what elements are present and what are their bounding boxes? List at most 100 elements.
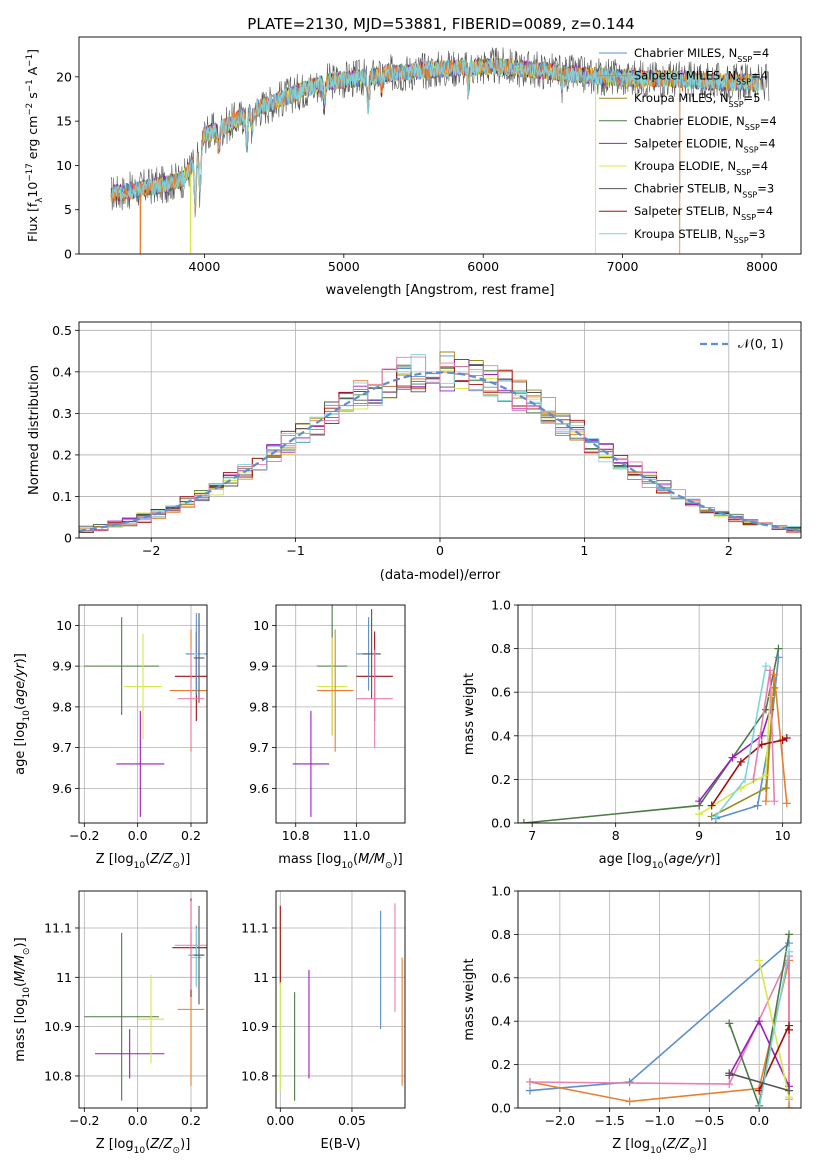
weight-marker xyxy=(757,731,766,740)
plot-area xyxy=(79,351,801,538)
weight-marker xyxy=(711,812,720,821)
weight-marker xyxy=(785,1025,794,1034)
weight-marker xyxy=(770,797,779,806)
weight-marker xyxy=(525,1077,534,1086)
x-tick-label: 0.0 xyxy=(128,1113,148,1128)
plot-area xyxy=(84,613,207,817)
weight-marker xyxy=(695,810,704,819)
plot-area xyxy=(110,47,770,254)
y-tick-label: 9.9 xyxy=(249,659,269,674)
legend-entry: Salpeter STELIB, NSSP=4 xyxy=(634,204,773,222)
axes-frame xyxy=(78,890,208,1109)
mass-weight-vs-metallicity-panel: −2.0 −1.5 −1.0 −0.5 0.0 0.0 0.2 0.4 0.6 0.8 1.0 Z [… xyxy=(462,884,802,1156)
x-tick-label: −2 xyxy=(142,543,160,558)
legend-entry: Salpeter ELODIE, NSSP=4 xyxy=(634,136,776,154)
legend-entry: Kroupa STELIB, NSSP=3 xyxy=(634,227,765,245)
legend-entry: Kroupa ELODIE, NSSP=4 xyxy=(634,159,768,177)
x-tick-label: 9 xyxy=(695,828,703,843)
plot-area xyxy=(525,930,794,1108)
x-tick-label: 8 xyxy=(612,828,620,843)
mass-weight-vs-age-panel: 7 8 9 10 0.0 0.2 0.4 0.6 0.8 1.0 age [log10(age/yr… xyxy=(462,598,802,871)
legend-entry: Chabrier MILES, NSSP=4 xyxy=(634,46,769,64)
weight-marker xyxy=(761,662,770,671)
y-axis-label: age [log10(age/yr)] xyxy=(13,653,32,775)
x-axis-label: Z [log10(Z/Z⊙)] xyxy=(612,1137,707,1156)
x-tick-label: −0.2 xyxy=(69,1113,99,1128)
y-tick-label: 0.2 xyxy=(52,447,72,462)
y-tick-label: 9.7 xyxy=(249,740,269,755)
age-vs-mass-panel: 10.8 11.0 9.6 9.7 9.8 9.9 10 mass [log10(M/M⊙)] xyxy=(249,604,406,871)
y-tick-label: 5 xyxy=(64,202,72,217)
y-tick-label: 9.8 xyxy=(52,699,72,714)
plot-area xyxy=(279,903,403,1101)
weight-marker xyxy=(755,956,764,965)
weight-marker xyxy=(519,819,528,823)
weight-marker xyxy=(725,1080,734,1089)
y-axis-label: Flux [fλ10−17 erg cm−2 s−1 A−1] xyxy=(25,49,45,242)
weight-marker xyxy=(761,771,770,780)
weight-marker xyxy=(770,670,779,679)
y-tick-label: 10 xyxy=(253,618,269,633)
weight-series-line xyxy=(698,709,771,802)
x-tick-label: 8000 xyxy=(746,259,778,274)
legend-entry: 𝒩(0, 1) xyxy=(738,336,784,351)
x-tick-label: 5000 xyxy=(328,259,360,274)
weight-marker xyxy=(785,947,794,956)
weight-marker xyxy=(770,683,779,692)
y-tick-label: 0.8 xyxy=(491,641,511,656)
y-tick-label: 10.9 xyxy=(241,1019,269,1034)
weight-marker xyxy=(525,1086,534,1095)
weight-marker xyxy=(778,736,787,745)
y-tick-label: 0.2 xyxy=(491,1057,511,1072)
weight-marker xyxy=(785,930,794,939)
weight-series-line xyxy=(729,1072,790,1092)
weight-marker xyxy=(695,797,704,806)
y-tick-label: 11 xyxy=(253,970,269,985)
x-tick-label: 0.2 xyxy=(181,1113,201,1128)
x-tick-label: 7 xyxy=(528,828,536,843)
age-vs-metallicity-panel: −0.2 0.0 0.2 9.6 9.7 9.8 9.9 10 Z [log10(Z/Z⊙)] a… xyxy=(13,604,208,871)
weight-marker xyxy=(728,753,737,762)
weight-marker xyxy=(725,1069,734,1078)
y-tick-label: 11.1 xyxy=(241,920,269,935)
axes-frame xyxy=(78,604,208,824)
weight-marker xyxy=(785,1104,794,1108)
weight-marker xyxy=(782,799,791,808)
y-tick-label: 1.0 xyxy=(491,598,511,613)
y-axis-label: mass weight xyxy=(462,673,477,755)
weight-marker xyxy=(782,733,791,742)
x-axis-label: wavelength [Angstrom, rest frame] xyxy=(326,283,555,298)
y-tick-label: 0.8 xyxy=(491,927,511,942)
axes-frame xyxy=(275,604,406,824)
y-tick-label: 1.0 xyxy=(491,884,511,899)
x-tick-label: 1 xyxy=(580,543,588,558)
x-axis-label: age [log10(age/yr)] xyxy=(599,852,721,871)
weight-marker xyxy=(707,801,716,810)
x-axis-label: mass [log10(M/M⊙)] xyxy=(278,852,402,871)
axes-frame xyxy=(275,890,406,1109)
weight-marker xyxy=(785,1086,794,1095)
weight-marker xyxy=(736,757,745,766)
mass-vs-ebv-panel: 0.00 0.05 10.8 10.9 11 11.1 E(B-V) xyxy=(241,890,406,1152)
weight-marker xyxy=(774,644,783,653)
y-tick-label: 0.0 xyxy=(491,816,511,831)
x-tick-label: 7000 xyxy=(607,259,639,274)
x-tick-label: −2.0 xyxy=(545,1113,575,1128)
x-axis-label: (data-model)/error xyxy=(380,568,501,583)
weight-marker xyxy=(774,653,783,662)
x-tick-label: 10 xyxy=(775,828,791,843)
y-tick-label: 0.6 xyxy=(491,685,511,700)
x-tick-label: −0.5 xyxy=(694,1113,724,1128)
weight-series-line xyxy=(715,665,767,817)
y-tick-label: 9.9 xyxy=(52,659,72,674)
x-axis-label: E(B-V) xyxy=(320,1137,360,1152)
y-tick-label: 11.1 xyxy=(44,920,72,935)
weight-marker xyxy=(761,797,770,806)
figure-title: PLATE=2130, MJD=53881, FIBERID=0089, z=0… xyxy=(247,15,634,33)
residual-histogram-panel: −2 −1 0 1 2 0 0.1 0.2 0.3 0.4 0.5 (data-model)/erro… xyxy=(27,321,802,583)
y-tick-label: 10 xyxy=(56,618,72,633)
x-axis-label: Z [log10(Z/Z⊙)] xyxy=(96,852,191,871)
weight-marker xyxy=(725,1019,734,1028)
y-tick-label: 10.9 xyxy=(44,1019,72,1034)
y-tick-label: 9.7 xyxy=(52,740,72,755)
